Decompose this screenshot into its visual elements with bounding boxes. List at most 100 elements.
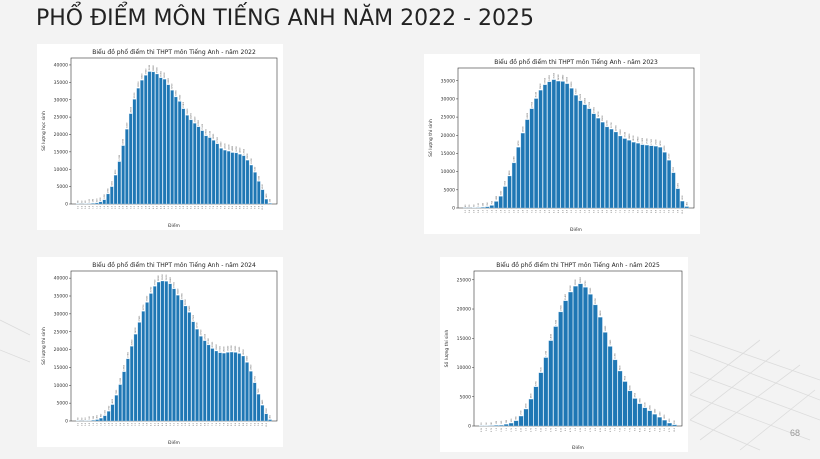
bar-value-label: 1800 [496,195,498,200]
bar-value-label: 120 [496,420,498,424]
x-tick-label: 8.4 [647,209,649,213]
bar-value-label: 29500 [179,94,181,101]
bar [164,281,169,422]
x-tick-label: 9.4 [669,209,671,213]
bar-value-label: 350 [487,201,489,205]
bar-value-label: 36300 [160,70,162,77]
x-tick-label: 6.6 [201,422,203,426]
x-axis-label: Điểm [168,439,180,446]
bar-value-label: 16000 [221,141,223,148]
bar [156,281,161,422]
bar-value-label: 120 [478,202,480,206]
bar-value-label: 80 [77,200,79,203]
bar [226,352,230,422]
bar [534,98,539,209]
chart-2022: Biểu đồ phổ điểm thi THPT môn Tiếng Anh … [37,44,283,230]
bar-value-label: 200 [674,420,676,424]
bar [210,348,215,422]
bar [241,155,246,205]
x-tick-label: 7.6 [217,205,219,209]
bar-value-label: 26000 [130,106,132,113]
chart-title: Biểu đồ phổ điểm thi THPT môn Tiếng Anh … [92,48,256,56]
bar [494,425,499,427]
bar-value-label: 13100 [669,153,671,160]
x-tick-label: 5.4 [175,205,177,209]
y-tick-label: 30000 [441,97,455,103]
bar [162,79,167,205]
x-tick-label: 2.4 [120,422,122,426]
bar-value-label: 18100 [633,135,635,142]
x-tick-label: 9.2 [247,206,249,209]
bar [565,83,570,209]
bar [666,160,672,209]
x-tick-label: 6.8 [202,205,204,209]
y-tick-label: 0 [468,424,471,430]
bar [622,138,627,209]
bar-value-label: 33300 [138,81,140,88]
x-tick-label: 8.6 [239,422,241,426]
x-tick-label: 10.0 [674,427,676,432]
bar-value-label: 6000 [630,384,632,389]
x-tick-label: 8.8 [243,422,245,426]
bar [508,422,514,427]
bar-value-label: 200 [93,415,95,419]
bar [609,128,614,209]
bar [498,196,503,209]
bar-value-label: 5300 [678,182,680,187]
bar-value-label: 24200 [191,112,193,119]
bar-value-label: 60 [85,200,87,203]
bar-value-label: 19200 [227,345,229,352]
bar [558,311,563,427]
bar [103,415,107,422]
bar [125,129,129,205]
x-tick-label: 3.8 [545,209,547,213]
bar [159,77,163,205]
x-tick-label: 3.0 [131,422,133,426]
plot-frame [473,270,683,427]
bar [133,334,138,422]
bar [568,291,573,427]
bar [662,420,667,427]
bar-value-label: 50 [486,422,488,425]
x-tick-label: 8.8 [655,209,657,213]
bar-value-label: 20600 [522,126,524,133]
bar-value-label: 19000 [224,346,226,353]
bar-value-label: 30100 [134,92,136,99]
x-tick-label: 4.2 [154,423,156,426]
bar-value-label: 7600 [625,375,627,380]
x-tick-label: 3.6 [142,205,144,209]
bar-value-label: 15500 [224,143,226,150]
bar [211,140,216,205]
bar [218,352,222,422]
x-tick-label: 3.6 [540,209,542,213]
x-tick-label: 3.75 [550,428,552,432]
bar-value-label: 38000 [153,64,155,71]
x-tick-label: 9.5 [664,428,666,431]
bar [129,346,134,422]
x-tick-label: 4.2 [153,206,155,209]
bar [268,419,272,422]
bar-value-label: 4100 [262,183,264,188]
x-tick-label: 4.4 [158,422,160,426]
bar [511,162,517,209]
x-tick-label: 3.4 [139,422,141,426]
slide-title: PHỔ ĐIỂM MÔN TIẾNG ANH NĂM 2022 - 2025 [36,6,535,31]
bar-value-label: 1500 [659,411,661,416]
x-tick-label: 3.2 [531,210,533,213]
bar-value-label: 60 [474,204,476,207]
x-tick-label: 1.6 [496,209,498,213]
bar [658,147,663,209]
bar-value-label: 35600 [142,73,144,80]
bar-value-label: 8800 [509,170,511,175]
x-tick-label: 4.0 [555,427,557,431]
bar-value-label: 9400 [620,365,622,370]
x-tick-label: 6.5 [605,428,607,431]
y-tick-label: 15000 [457,336,471,342]
bar [192,123,197,205]
x-tick-label: 8.0 [635,427,637,431]
bar [114,395,119,422]
bar-value-label: 500 [669,418,671,422]
bar-value-label: 21700 [611,122,613,129]
bar-value-label: 16400 [247,355,249,362]
bar [238,154,242,205]
